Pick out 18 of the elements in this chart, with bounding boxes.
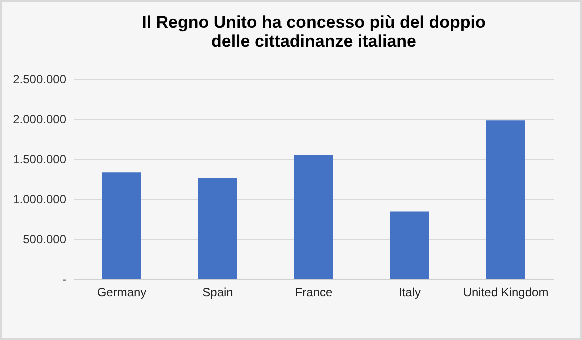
- bar: [294, 155, 334, 279]
- x-tick-label: France: [295, 286, 333, 300]
- x-tick-label: Spain: [202, 286, 234, 300]
- x-tick-label: Germany: [97, 286, 147, 300]
- x-tick-label: United Kingdom: [463, 286, 549, 300]
- text: delle cittadinanze italiane: [211, 32, 417, 51]
- y-tick-label: 1.000.000: [13, 192, 67, 206]
- bar: [198, 178, 238, 279]
- y-tick-label: 500.000: [23, 232, 67, 246]
- x-tick-label: Italy: [398, 286, 422, 300]
- text: Il Regno Unito ha concesso più del doppio: [142, 13, 486, 32]
- bar: [102, 172, 142, 279]
- bar: [390, 212, 430, 279]
- y-tick-label: 2.000.000: [13, 112, 67, 126]
- y-tick-label: 2.500.000: [13, 72, 67, 86]
- y-tick-label: -: [62, 272, 66, 286]
- bar: [486, 120, 526, 279]
- y-tick-label: 1.500.000: [13, 152, 67, 166]
